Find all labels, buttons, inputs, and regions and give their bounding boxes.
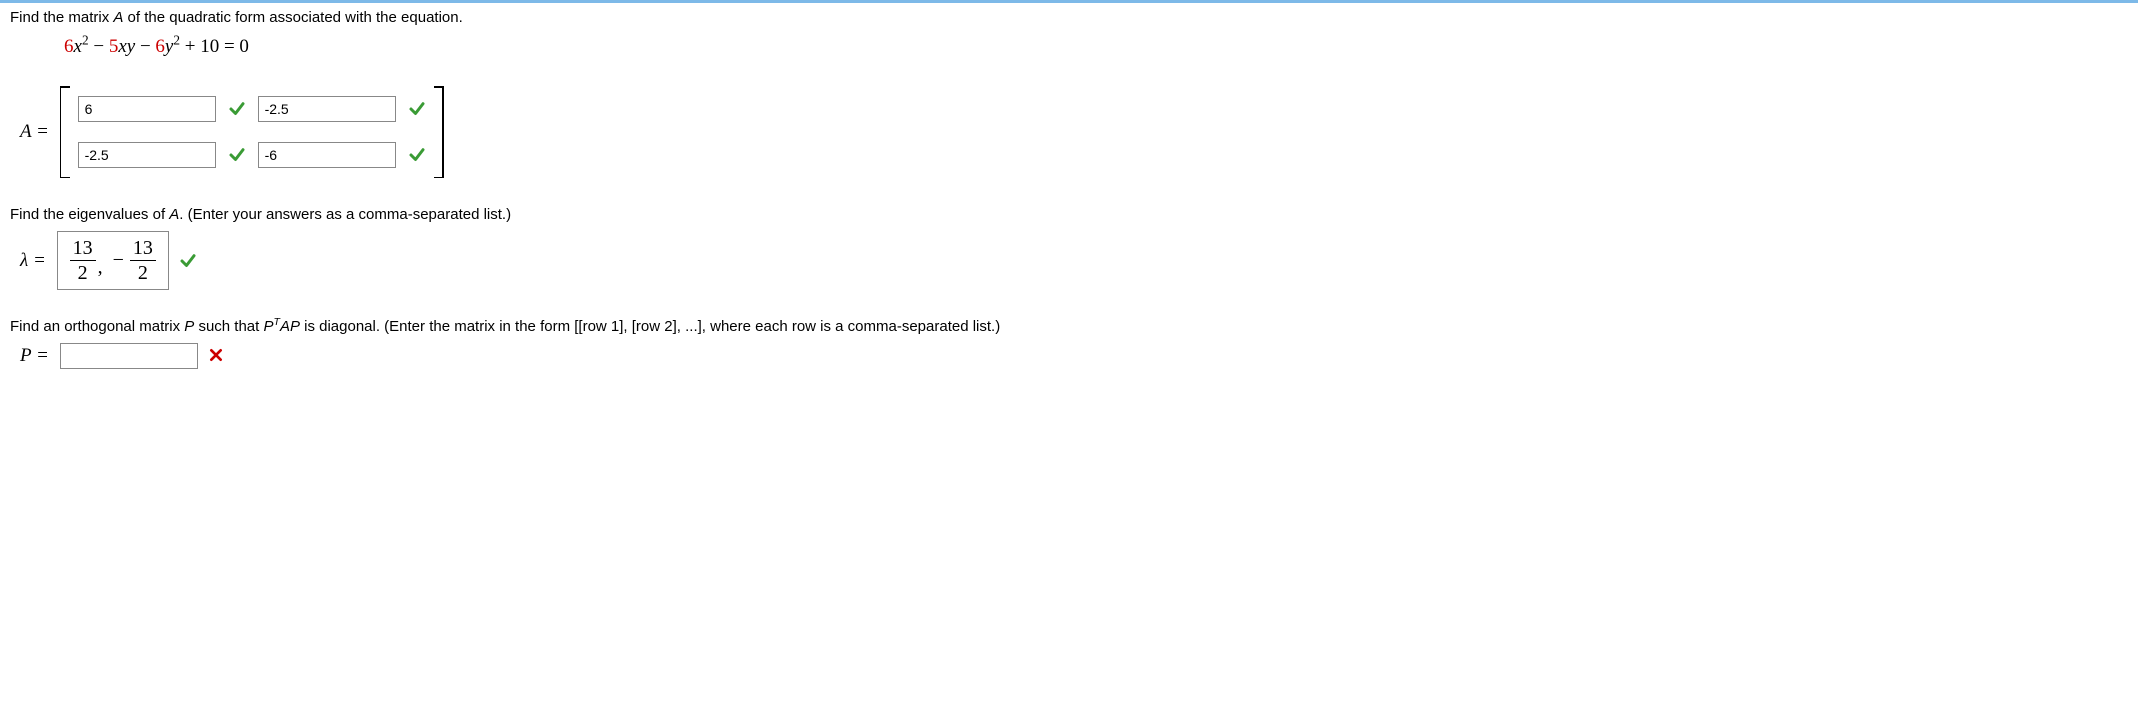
- check-icon: [408, 146, 426, 164]
- eq-b: 5: [109, 36, 119, 57]
- matrix-A-label: A =: [20, 121, 54, 143]
- matrix-A-block: A =: [20, 86, 2128, 178]
- p-input[interactable]: [60, 343, 198, 369]
- q2-prompt: Find the eigenvalues of A. (Enter your a…: [10, 206, 2128, 223]
- lambda-label: λ =: [20, 250, 51, 272]
- q3-varP-1: P: [184, 318, 194, 335]
- cross-icon: [208, 347, 226, 365]
- q1-var-A: A: [113, 9, 123, 26]
- q2-prompt-prefix: Find the eigenvalues of: [10, 206, 169, 223]
- q1-prompt-prefix: Find the matrix: [10, 9, 113, 26]
- ptap-P: P: [264, 318, 274, 335]
- check-icon: [179, 252, 197, 270]
- eq-a: 6: [64, 36, 74, 57]
- ptap-AP: AP: [280, 318, 300, 335]
- check-icon: [228, 100, 246, 118]
- eigenvalue-row: λ = 13 2 , − 13 2: [20, 231, 2128, 290]
- matrix-cell-0-1[interactable]: [258, 96, 396, 122]
- frac-2: 13 2: [130, 238, 156, 283]
- eq-c: 6: [155, 36, 165, 57]
- comma: ,: [98, 256, 103, 283]
- q2-var-A: A: [169, 206, 179, 223]
- q2-prompt-suffix: . (Enter your answers as a comma-separat…: [179, 206, 511, 223]
- check-icon: [408, 100, 426, 118]
- q3-p2: such that: [194, 318, 263, 335]
- content: Find the matrix A of the quadratic form …: [0, 3, 2138, 389]
- check-icon: [228, 146, 246, 164]
- matrix-cell-1-0[interactable]: [78, 142, 216, 168]
- right-bracket: [434, 86, 444, 178]
- matrix-grid: [70, 86, 434, 178]
- eigenvalue-answer-box[interactable]: 13 2 , − 13 2: [57, 231, 169, 290]
- p-answer-row: P =: [20, 343, 2128, 369]
- frac-1: 13 2: [70, 238, 96, 283]
- matrix-cell-0-0[interactable]: [78, 96, 216, 122]
- q3-prompt: Find an orthogonal matrix P such that PT…: [10, 318, 2128, 335]
- eq-const: + 10 = 0: [185, 36, 249, 57]
- q1-prompt-suffix: of the quadratic form associated with th…: [123, 9, 462, 26]
- matrix-cell-1-1[interactable]: [258, 142, 396, 168]
- q1-equation: 6x2 − 5xy − 6y2 + 10 = 0: [64, 36, 2128, 58]
- p-label: P =: [20, 345, 54, 367]
- q3-p1: Find an orthogonal matrix: [10, 318, 184, 335]
- minus-sign: −: [113, 249, 124, 272]
- q3-p3: is diagonal. (Enter the matrix in the fo…: [300, 318, 1000, 335]
- q1-prompt: Find the matrix A of the quadratic form …: [10, 9, 2128, 26]
- left-bracket: [60, 86, 70, 178]
